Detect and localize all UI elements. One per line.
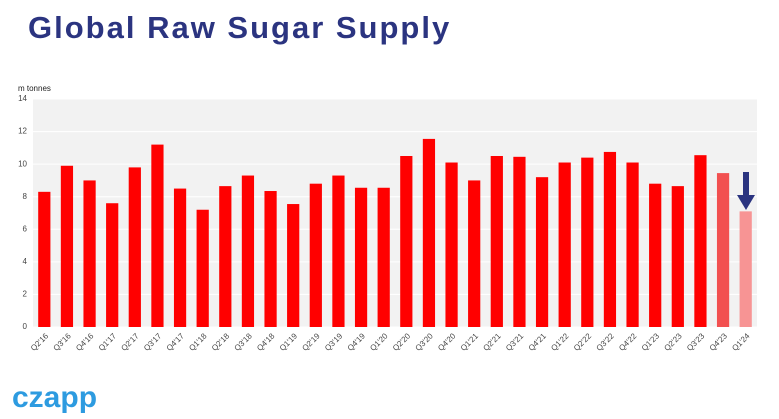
y-tick-label: 4 xyxy=(23,257,28,266)
y-tick-label: 14 xyxy=(18,94,27,103)
bar xyxy=(241,175,255,327)
y-tick-label: 2 xyxy=(23,290,28,299)
x-tick-label: Q1'23 xyxy=(640,331,662,353)
bar xyxy=(60,165,74,327)
x-tick-label: Q1'22 xyxy=(549,331,571,353)
bar xyxy=(400,156,413,327)
y-tick-label: 0 xyxy=(23,322,28,331)
x-tick-label: Q4'23 xyxy=(708,331,730,353)
logo: czapp xyxy=(12,381,97,414)
x-tick-label: Q3'22 xyxy=(595,331,617,353)
bar xyxy=(354,187,368,327)
x-tick-label: Q2'17 xyxy=(119,331,141,353)
x-tick-label: Q4'17 xyxy=(165,331,187,353)
bar xyxy=(445,162,458,327)
bar xyxy=(219,186,232,327)
x-tick-label: Q2'16 xyxy=(29,331,51,353)
bar xyxy=(38,191,51,327)
x-tick-label: Q3'23 xyxy=(685,331,707,353)
bar xyxy=(671,186,684,327)
x-tick-label: Q3'17 xyxy=(142,331,164,353)
x-tick-label: Q2'22 xyxy=(572,331,594,353)
bar xyxy=(106,203,119,327)
bar xyxy=(649,183,662,327)
x-tick-label: Q1'18 xyxy=(187,331,209,353)
x-tick-label: Q2'18 xyxy=(210,331,232,353)
bar xyxy=(535,177,549,327)
bar xyxy=(151,144,164,327)
x-tick-label: Q4'16 xyxy=(74,331,96,353)
bar xyxy=(128,167,141,327)
arrow xyxy=(737,172,755,210)
y-tick-label: 8 xyxy=(23,192,28,201)
x-tick-label: Q3'16 xyxy=(52,331,74,353)
bar xyxy=(309,183,322,327)
bar xyxy=(468,180,481,327)
x-tick-label: Q2'19 xyxy=(300,331,322,353)
bar xyxy=(196,209,209,327)
bar xyxy=(377,187,390,327)
bar xyxy=(716,173,730,327)
x-tick-label: Q1'21 xyxy=(459,331,481,353)
y-axis-label: m tonnes xyxy=(18,84,51,93)
x-tick-label: Q3'21 xyxy=(504,331,526,353)
x-tick-label: Q2'20 xyxy=(391,331,413,353)
bar xyxy=(558,162,571,327)
bar xyxy=(694,155,707,327)
x-tick-label: Q4'21 xyxy=(527,331,549,353)
plot-area xyxy=(33,99,757,327)
x-tick-label: Q1'19 xyxy=(278,331,300,353)
x-tick-label: Q3'20 xyxy=(414,331,436,353)
bar xyxy=(603,151,617,327)
bar xyxy=(83,180,96,327)
y-tick-label: 10 xyxy=(18,159,27,168)
x-tick-label: Q3'18 xyxy=(233,331,255,353)
bar xyxy=(287,204,300,327)
chart-title: Global Raw Sugar Supply xyxy=(28,10,451,45)
x-tick-label: Q4'18 xyxy=(255,331,277,353)
bar xyxy=(264,191,277,327)
x-tick-label: Q2'21 xyxy=(481,331,503,353)
x-tick-label: Q4'19 xyxy=(346,331,368,353)
x-tick-label: Q1'24 xyxy=(730,331,752,353)
x-tick-label: Q1'17 xyxy=(97,331,119,353)
bar xyxy=(739,211,752,327)
x-tick-label: Q3'19 xyxy=(323,331,345,353)
bar xyxy=(581,157,594,327)
bar xyxy=(173,188,187,327)
bar xyxy=(332,175,345,327)
x-tick-label: Q4'22 xyxy=(617,331,639,353)
x-tick-label: Q1'20 xyxy=(368,331,390,353)
bar xyxy=(513,156,526,327)
y-tick-label: 6 xyxy=(23,224,28,233)
x-tick-label: Q4'20 xyxy=(436,331,458,353)
bar xyxy=(422,138,436,327)
bar xyxy=(490,156,503,327)
bar xyxy=(626,162,639,327)
y-tick-label: 12 xyxy=(18,127,27,136)
x-tick-label: Q2'23 xyxy=(662,331,684,353)
